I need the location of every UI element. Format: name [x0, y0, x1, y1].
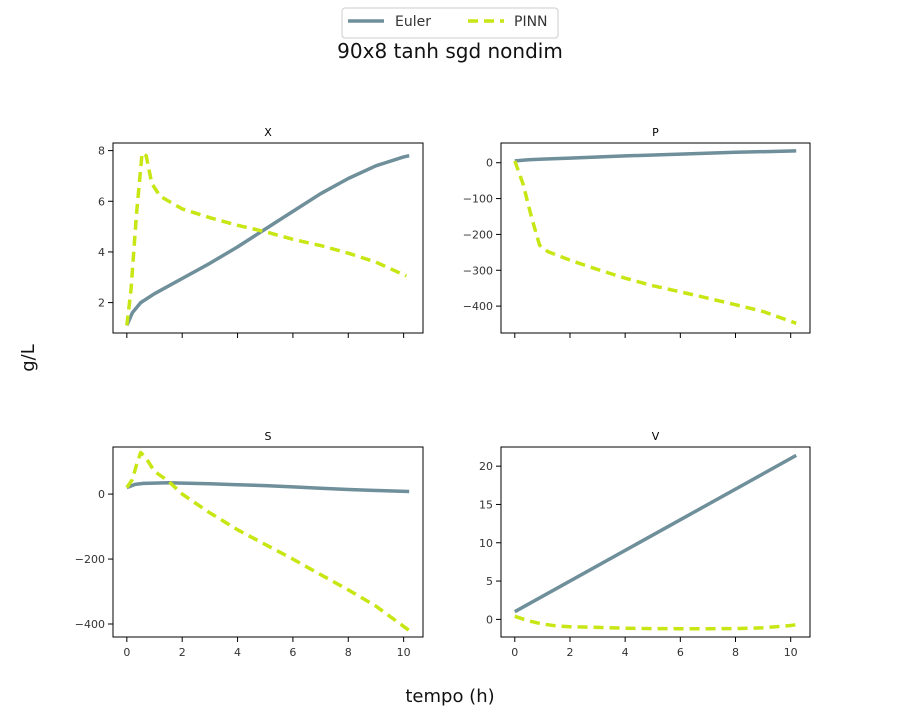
x-tick-label-v: 8 [732, 646, 739, 659]
figure-ylabel: g/L [18, 344, 39, 372]
series-line-s-pinn [125, 450, 411, 632]
legend-label-pinn: PINN [514, 14, 548, 30]
series-line-s-euler [126, 480, 410, 494]
y-tick-label-v: 20 [479, 460, 493, 473]
x-tick-label-v: 0 [511, 646, 518, 659]
axes-frame-x [112, 142, 424, 334]
y-tick-label-v: 0 [486, 613, 493, 626]
axes-frame-p [500, 142, 811, 334]
legend-frame [341, 7, 559, 39]
y-tick-label-x: 8 [98, 145, 105, 158]
legend: Euler PINN [341, 7, 559, 39]
x-tick-label-s: 0 [123, 646, 130, 659]
y-tick-label-p: −100 [463, 193, 493, 206]
x-tick-label-v: 2 [566, 646, 573, 659]
subplot-title-s: S [265, 430, 272, 443]
y-tick-label-p: −200 [463, 228, 493, 241]
y-tick-label-s: −400 [75, 618, 105, 631]
y-tick-label-v: 5 [486, 575, 493, 588]
y-tick-label-v: 10 [479, 537, 493, 550]
series-line-x-pinn [125, 151, 408, 326]
y-tick-label-x: 4 [98, 246, 105, 259]
x-tick-label-v: 6 [677, 646, 684, 659]
x-tick-label-s: 4 [234, 646, 241, 659]
figure-title: 90x8 tanh sgd nondim [337, 39, 563, 63]
legend-label-euler: Euler [395, 14, 431, 30]
y-tick-label-v: 15 [479, 498, 493, 511]
axes-frame-v [500, 446, 811, 638]
subplot-v: V 0 2 4 6 8 10 0 5 10 15 20 [479, 430, 811, 659]
series-line-v-pinn [514, 614, 797, 631]
subplot-p: P 0 −100 −200 −300 −400 [463, 126, 811, 338]
x-tick-label-v: 10 [784, 646, 798, 659]
x-tick-label-s: 8 [345, 646, 352, 659]
y-tick-label-x: 6 [98, 195, 105, 208]
series-line-v-euler [513, 453, 798, 614]
subplot-x: X 2 4 6 8 [98, 126, 424, 338]
series-line-p-euler [514, 149, 797, 163]
axes-frame-s [112, 446, 424, 638]
x-tick-label-v: 4 [622, 646, 629, 659]
x-tick-label-s: 6 [289, 646, 296, 659]
series-line-x-euler [125, 153, 410, 327]
x-tick-label-s: 10 [397, 646, 411, 659]
y-tick-label-p: 0 [486, 157, 493, 170]
y-tick-label-p: −400 [463, 300, 493, 313]
subplot-s: S 0 2 4 6 8 10 0 −200 −400 [75, 430, 424, 659]
y-tick-label-s: −200 [75, 553, 105, 566]
subplot-title-x: X [264, 126, 272, 139]
y-tick-label-s: 0 [98, 488, 105, 501]
figure-xlabel: tempo (h) [405, 686, 494, 707]
y-tick-label-p: −300 [463, 264, 493, 277]
x-tick-label-s: 2 [179, 646, 186, 659]
y-tick-label-x: 2 [98, 297, 105, 310]
subplot-title-p: P [652, 126, 659, 139]
series-line-p-pinn [513, 160, 797, 325]
subplot-title-v: V [652, 430, 660, 443]
